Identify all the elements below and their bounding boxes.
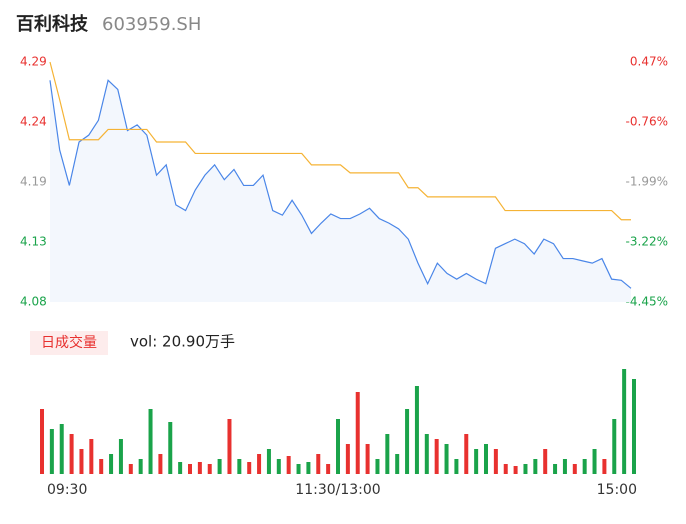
volume-bar (434, 439, 439, 474)
volume-bar (355, 392, 360, 474)
volume-bar (523, 464, 528, 474)
volume-bar (118, 439, 123, 474)
price-line (49, 79, 632, 289)
volume-bar (168, 422, 173, 474)
volume-bar (345, 444, 350, 474)
volume-bar (306, 462, 311, 474)
y2-tick-label: -4.45% (626, 295, 668, 309)
volume-bar (405, 409, 410, 474)
volume-bar (286, 456, 291, 474)
stock-name: 百利科技 (16, 13, 89, 35)
volume-bar (632, 379, 636, 474)
stock-code: 603959.SH (102, 14, 201, 35)
volume-bar (276, 459, 281, 474)
volume-bar (464, 434, 469, 474)
volume-bar (89, 439, 94, 474)
volume-bar (49, 429, 54, 474)
y-tick-label: 4.24 (20, 115, 47, 129)
volume-bar (395, 454, 400, 474)
y2-tick-label: 0.47% (630, 55, 668, 69)
volume-bar (178, 462, 183, 474)
average-line (49, 61, 631, 221)
y-tick-label: 4.19 (20, 175, 47, 189)
volume-bar (148, 409, 153, 474)
volume-bar (424, 434, 429, 474)
volume-bar (553, 464, 558, 474)
volume-bar (40, 409, 44, 474)
volume-bar (158, 454, 163, 474)
volume-bar (138, 459, 143, 474)
volume-bar (543, 449, 548, 474)
volume-bar (257, 454, 262, 474)
volume-bar (188, 464, 192, 474)
volume-bar (454, 459, 459, 474)
volume-bar (227, 419, 232, 474)
y2-tick-label: -3.22% (626, 235, 668, 249)
volume-bar (217, 459, 222, 474)
volume-bar (562, 459, 567, 474)
price-area (50, 80, 631, 303)
volume-bar (99, 459, 104, 474)
volume-label: vol: 20.90万手 (130, 333, 235, 351)
volume-bar (128, 464, 133, 474)
volume-bar (612, 419, 617, 474)
volume-bar (69, 434, 74, 474)
volume-bar (493, 449, 498, 474)
volume-bar (414, 386, 419, 474)
volume-bar (365, 444, 370, 474)
volume-bar (622, 369, 627, 474)
x-tick-label: 15:00 (597, 482, 637, 498)
y-tick-label: 4.08 (20, 295, 47, 309)
volume-bar (385, 434, 390, 474)
volume-bar (572, 464, 577, 474)
volume-bar (237, 459, 242, 474)
volume-bar (109, 454, 114, 474)
x-tick-label: 11:30/13:00 (295, 482, 380, 498)
volume-bar (197, 462, 202, 474)
volume-bar (336, 419, 340, 474)
volume-bar (444, 444, 449, 474)
volume-bar (207, 464, 212, 474)
volume-tab-bg[interactable] (30, 331, 108, 355)
volume-bar (266, 449, 271, 474)
volume-bar (316, 454, 321, 474)
y2-tick-label: -0.76% (626, 115, 668, 129)
volume-bar (533, 459, 538, 474)
volume-tab[interactable]: 日成交量 (41, 334, 97, 351)
x-tick-label: 09:30 (47, 482, 87, 498)
volume-bar (375, 459, 380, 474)
volume-bar (592, 449, 597, 474)
volume-bar (602, 459, 607, 474)
y2-tick-label: -1.99% (626, 175, 668, 189)
volume-bar (296, 464, 301, 474)
volume-bar (79, 449, 84, 474)
volume-bar (326, 464, 331, 474)
volume-bar (582, 459, 587, 474)
volume-bar (474, 449, 479, 474)
volume-bar (59, 424, 64, 474)
volume-bar (484, 444, 488, 474)
volume-bar (503, 464, 508, 474)
y-tick-label: 4.13 (20, 235, 47, 249)
volume-bar (247, 462, 252, 474)
y-tick-label: 4.29 (20, 55, 47, 69)
volume-bar (513, 466, 518, 474)
